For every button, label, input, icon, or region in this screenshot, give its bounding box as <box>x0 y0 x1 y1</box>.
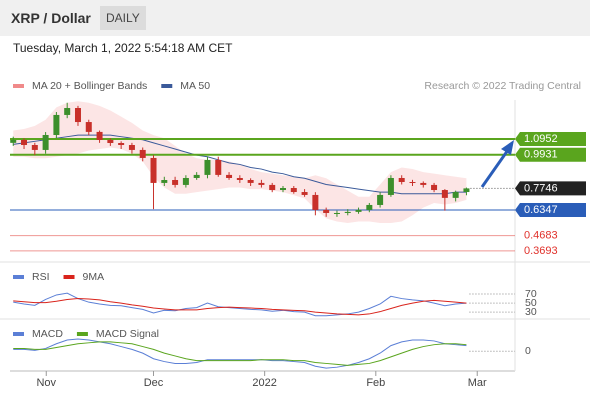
candle-body <box>258 182 265 185</box>
indicator-line <box>13 341 467 366</box>
bollinger-band <box>13 101 467 224</box>
timestamp: Tuesday, March 1, 2022 5:54:18 AM CET <box>13 41 233 55</box>
candle-body <box>431 184 438 191</box>
candle-body <box>42 134 49 150</box>
candle-body <box>236 177 243 180</box>
indicator-line <box>13 298 467 316</box>
level-tag <box>515 202 586 217</box>
level-tag <box>515 181 586 196</box>
candle-body <box>441 190 448 198</box>
candle-body <box>139 149 146 158</box>
candle-body <box>74 108 81 123</box>
candle-body <box>118 143 125 146</box>
legend-label: 9MA <box>83 271 105 283</box>
level-label: 0.6347 <box>524 204 558 216</box>
candle-body <box>21 139 28 146</box>
y-tick-label: 0 <box>525 345 531 357</box>
candle-body <box>247 179 254 183</box>
candle-body <box>96 131 103 140</box>
candle-body <box>31 145 38 150</box>
y-tick-label: 70 <box>525 288 537 300</box>
indicator-line <box>13 292 467 317</box>
level-label: 0.3693 <box>524 245 558 257</box>
timeframe-button[interactable]: DAILY <box>100 6 146 30</box>
candle-body <box>312 194 319 210</box>
y-tick-label: 30 <box>525 306 537 318</box>
forecast-arrow <box>480 149 510 188</box>
x-tick-label: Dec <box>144 377 164 389</box>
x-tick-label: Feb <box>366 377 385 389</box>
candle-body <box>269 184 276 191</box>
candle-body <box>64 108 71 115</box>
candle-body <box>366 204 373 210</box>
candle-body <box>398 177 405 183</box>
candle-body <box>355 209 362 212</box>
candle-body <box>107 139 114 144</box>
candle-body <box>161 179 168 183</box>
candle-body <box>128 145 135 150</box>
candle-body <box>150 157 157 183</box>
candle-body <box>215 159 222 175</box>
y-tick-label: 50 <box>525 297 537 309</box>
level-label: 0.9931 <box>524 149 558 161</box>
legend-label: MA 50 <box>180 80 210 92</box>
candle-body <box>280 188 287 191</box>
legend-swatch <box>76 332 88 336</box>
x-tick-label: Mar <box>468 377 487 389</box>
instrument-title: XRP / Dollar <box>11 10 91 26</box>
legend-swatch <box>13 84 24 88</box>
legend-swatch <box>13 332 24 336</box>
level-tag <box>515 147 586 162</box>
candle-body <box>85 122 92 132</box>
level-label: 1.0952 <box>524 133 558 145</box>
candle-body <box>10 139 17 143</box>
candle-body <box>204 159 211 175</box>
header-bar <box>0 0 590 36</box>
candle-body <box>377 194 384 205</box>
level-label: 0.4683 <box>524 230 558 242</box>
candle-body <box>333 212 340 214</box>
candle-body <box>323 209 330 213</box>
candle-body <box>290 188 297 193</box>
legend-label: RSI <box>32 271 50 283</box>
legend-swatch <box>63 275 75 279</box>
candle-body <box>182 177 189 185</box>
level-tag <box>515 131 586 146</box>
candle-body <box>452 192 459 198</box>
candle-body <box>420 182 427 185</box>
legend-swatch <box>13 275 24 279</box>
x-tick-label: Nov <box>36 377 56 389</box>
candle-body <box>172 179 179 185</box>
candle-body <box>344 211 351 213</box>
legend-label: MACD <box>32 328 63 340</box>
candle-body <box>226 174 233 178</box>
candle-body <box>409 182 416 184</box>
x-tick-label: 2022 <box>252 377 276 389</box>
candle-body <box>301 192 308 195</box>
candle-body <box>463 188 470 193</box>
candle-body <box>53 114 60 135</box>
legend-label: MACD Signal <box>96 328 159 340</box>
legend-swatch <box>161 84 173 88</box>
legend-label: MA 20 + Bollinger Bands <box>32 80 147 92</box>
forecast-arrowhead <box>501 140 514 155</box>
indicator-line <box>13 338 467 369</box>
source: Research © 2022 Trading Central <box>424 80 581 92</box>
candle-body <box>387 177 394 195</box>
candle-body <box>193 174 200 178</box>
level-label: 0.7746 <box>524 182 558 194</box>
